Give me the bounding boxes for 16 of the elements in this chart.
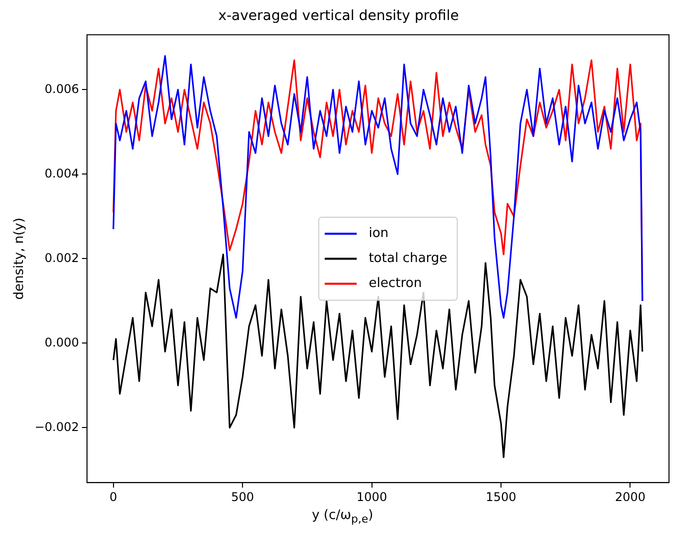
legend-label: total charge xyxy=(368,251,448,266)
x-tick-label: 2000 xyxy=(614,490,646,504)
y-tick-label: 0.002 xyxy=(44,250,80,265)
legend-label: ion xyxy=(368,226,389,242)
y-tick-label: 0.004 xyxy=(44,166,80,180)
y-tick-label: 0.000 xyxy=(44,335,80,350)
y-axis-title: density, n(y) xyxy=(12,218,28,300)
x-axis-title: y (c/ω$_{p,e}$) xyxy=(310,508,374,526)
x-tick-label: 1500 xyxy=(486,490,516,504)
y-tick-label: 0.006 xyxy=(44,82,80,96)
x-tick-label: 0 xyxy=(110,490,118,504)
y-tick-label: −0.002 xyxy=(34,420,80,434)
x-tick-label: 500 xyxy=(231,490,254,504)
legend-label: electron xyxy=(368,276,422,292)
chart-title: x-averaged vertical density profile xyxy=(218,8,459,24)
x-tick-label: 1000 xyxy=(356,490,388,504)
